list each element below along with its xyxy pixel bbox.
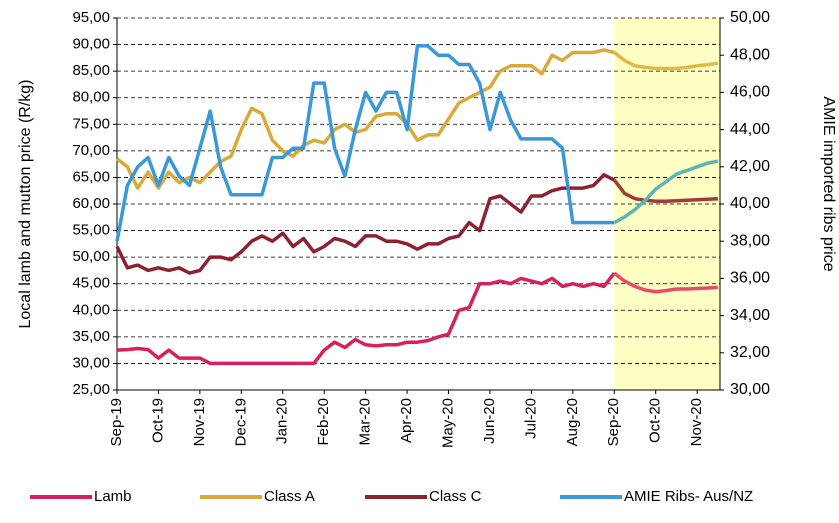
y-tick-label: 35,00 (72, 328, 110, 345)
legend-label: Class A (264, 488, 315, 505)
line (115, 48, 615, 190)
y2-tick-label: 46,00 (730, 84, 770, 101)
y-tick-label: 70,00 (72, 142, 110, 159)
y-tick-label: 95,00 (72, 9, 110, 26)
y-tick-label: 85,00 (72, 62, 110, 79)
y-tick-label: 80,00 (72, 89, 110, 106)
y-tick-label: 90,00 (72, 36, 110, 53)
x-tick-label: Nov-20 (688, 398, 705, 446)
x-tick-label: Sep-19 (108, 398, 125, 446)
legend-label: Lamb (94, 488, 132, 505)
y-tick-label: 55,00 (72, 222, 110, 239)
y2-tick-label: 34,00 (730, 307, 770, 324)
x-tick-label: Sep-20 (605, 398, 622, 446)
x-tick-label: Aug-20 (564, 398, 581, 446)
y-axis-title: Local lamb and mutton price (R/kg) (17, 80, 34, 329)
x-tick-label: Oct-19 (149, 398, 166, 443)
x-tick-label: Apr-20 (398, 398, 415, 443)
y-tick-label: 45,00 (72, 275, 110, 292)
y-tick-label: 60,00 (72, 195, 110, 212)
y-tick-label: 40,00 (72, 301, 110, 318)
legend-label: AMIE Ribs- Aus/NZ (624, 488, 753, 505)
x-tick-label: Mar-20 (357, 398, 374, 446)
y-tick-label: 25,00 (72, 381, 110, 398)
legend-label: Class C (429, 488, 482, 505)
y2-tick-label: 30,00 (730, 381, 770, 398)
forecast-line (612, 179, 718, 204)
x-tick-label: Dec-19 (232, 398, 249, 446)
y-tick-label: 30,00 (72, 354, 110, 371)
y-tick-label: 65,00 (72, 168, 110, 185)
y2-tick-label: 38,00 (730, 232, 770, 249)
y-tick-label: 50,00 (72, 248, 110, 265)
forecast-line (613, 271, 719, 294)
y-tick-label: 75,00 (72, 115, 110, 132)
y2-tick-label: 40,00 (730, 195, 770, 212)
y2-tick-label: 50,00 (730, 9, 770, 26)
x-tick-label: Jan-20 (274, 398, 291, 444)
forecast-line (613, 159, 719, 225)
y2-tick-label: 42,00 (730, 158, 770, 175)
line (116, 272, 616, 366)
line (115, 173, 616, 275)
x-tick-label: Feb-20 (315, 398, 332, 446)
y2-tick-label: 32,00 (730, 344, 770, 361)
x-tick-label: Jul-20 (522, 398, 539, 439)
y2-tick-label: 44,00 (730, 121, 770, 138)
x-tick-label: Nov-19 (191, 398, 208, 446)
x-tick-label: Jun-20 (481, 398, 498, 444)
y2-axis-title: AMIE imported ribs price (820, 96, 837, 271)
line (115, 44, 615, 242)
x-tick-label: May-20 (439, 398, 456, 448)
y2-tick-label: 48,00 (730, 46, 770, 63)
forecast-line (613, 51, 719, 71)
x-tick-label: Oct-20 (647, 398, 664, 443)
y2-tick-label: 36,00 (730, 270, 770, 287)
